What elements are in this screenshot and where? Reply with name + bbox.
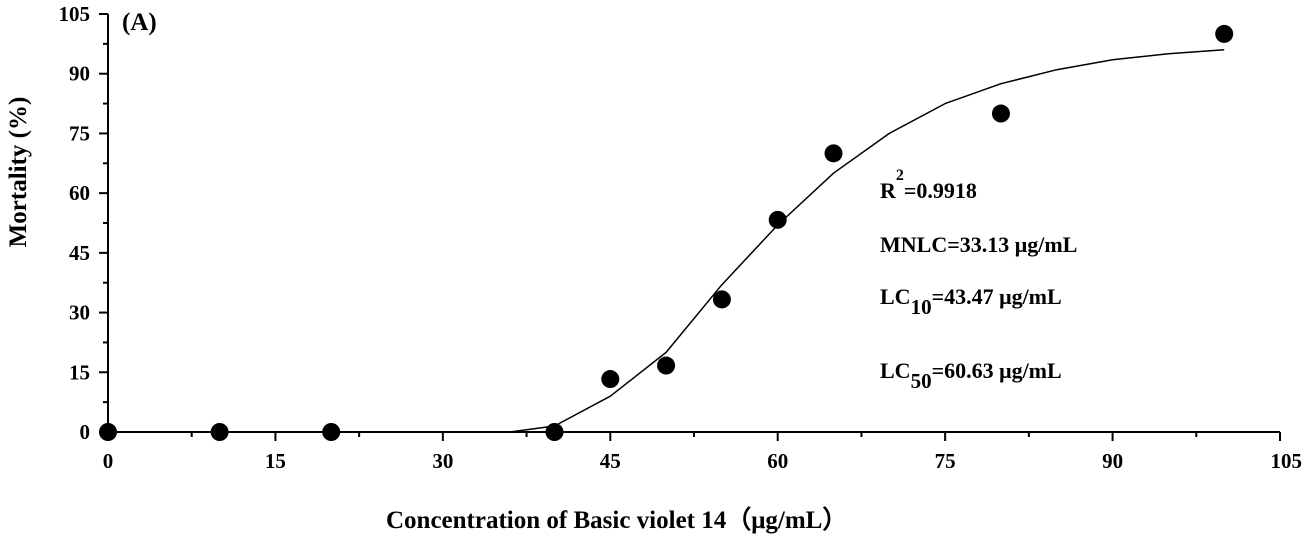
y-tick-label: 30 — [69, 301, 90, 325]
axes: 0 15 30 45 60 75 90 105 0 15 30 45 60 75 90 105 — [59, 2, 1303, 473]
y-tick-label: 60 — [69, 181, 90, 205]
x-axis-title: Concentration of Basic violet 14（μg/mL） — [386, 505, 847, 534]
data-point — [768, 210, 787, 229]
annotations: R2=0.9918 MNLC=33.13 μg/mL LC10=43.47 μg… — [880, 167, 1077, 393]
x-tick-label: 15 — [265, 449, 286, 473]
r2-annotation: R2=0.9918 — [880, 167, 977, 203]
x-tick-label: 90 — [1102, 449, 1123, 473]
data-point — [99, 423, 117, 441]
y-tick-label: 105 — [59, 2, 91, 26]
y-tick-label: 15 — [69, 360, 90, 384]
data-point — [1215, 24, 1234, 43]
y-tick-label: 90 — [69, 62, 90, 86]
data-point — [824, 144, 843, 163]
x-tick-label: 75 — [935, 449, 956, 473]
y-tick-label: 45 — [69, 241, 90, 265]
data-point — [322, 423, 341, 441]
mnlc-annotation: MNLC=33.13 μg/mL — [880, 232, 1077, 257]
data-points — [99, 24, 1234, 441]
data-point — [657, 356, 676, 375]
y-axis-title: Mortality (%) — [5, 97, 32, 248]
x-tick-label: 0 — [103, 449, 114, 473]
data-point — [991, 104, 1010, 123]
panel-label: (A) — [122, 9, 157, 36]
lc10-annotation: LC10=43.47 μg/mL — [880, 284, 1062, 319]
x-tick-label: 30 — [432, 449, 453, 473]
x-tick-label: 60 — [767, 449, 788, 473]
fit-curve — [509, 49, 1225, 433]
y-tick-label: 75 — [69, 121, 90, 145]
x-tick-label: 105 — [1271, 449, 1303, 473]
y-tick-label: 0 — [80, 420, 91, 444]
data-point — [210, 423, 229, 441]
data-point — [601, 370, 620, 389]
data-point — [712, 290, 731, 309]
fit-curve-group — [509, 49, 1225, 433]
data-point — [545, 423, 564, 441]
x-tick-label: 45 — [600, 449, 621, 473]
lc50-annotation: LC50=60.63 μg/mL — [880, 358, 1062, 393]
